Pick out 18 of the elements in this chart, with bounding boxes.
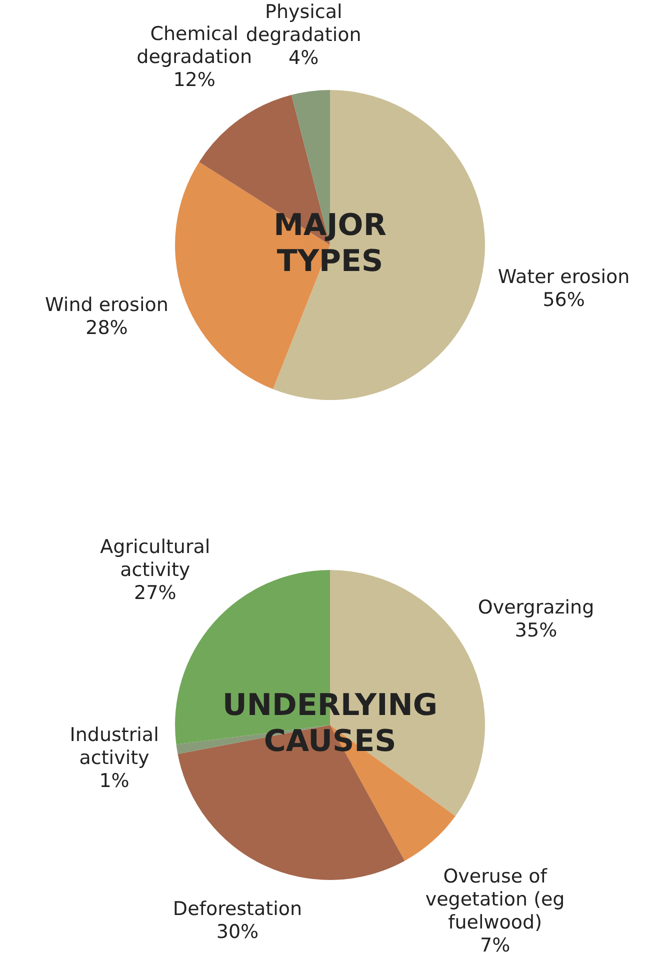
data-label: 7% [480,934,510,957]
data-label: 4% [288,47,319,70]
slice-label: Industrial activity [70,724,159,770]
data-label: 28% [86,316,128,339]
data-label: 30% [216,921,259,944]
slice-label: Agricultural activity [100,536,210,581]
data-label: 35% [514,619,558,642]
data-label: 1% [99,770,130,792]
slice-label: Wind erosion [45,294,168,316]
data-label: 27% [134,582,176,604]
slice-label: Water erosion [498,266,630,288]
data-label: 56% [542,289,585,312]
data-label: 12% [173,69,216,92]
slice-label: Physical degradation [246,1,362,46]
slice-label: Deforestation [172,898,302,920]
slice-label: Overuse of vegetation (eg fuelwood) [425,866,565,934]
text: MAJOR TYPES [274,208,386,279]
slice-label: Overgrazing [478,596,594,618]
